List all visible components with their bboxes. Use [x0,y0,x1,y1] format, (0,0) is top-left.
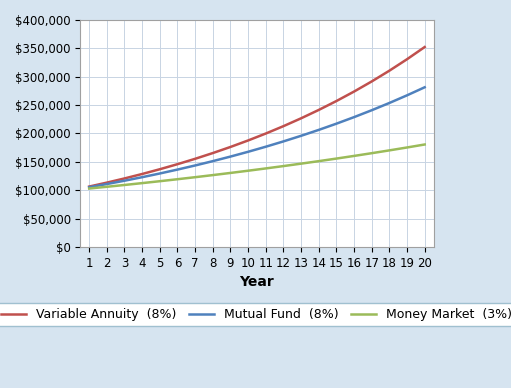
Money Market  (3%) [333,156,339,161]
Money Market  (3%) [386,148,392,153]
Line: Mutual Fund  (8%): Mutual Fund (8%) [89,87,425,187]
Variable Annuity  (8%) [174,162,180,166]
Mutual Fund  (8%) [139,175,145,180]
Mutual Fund  (8%) [333,121,339,126]
Mutual Fund  (8%) [316,128,322,132]
Variable Annuity  (8%) [157,167,163,171]
Mutual Fund  (8%) [104,182,110,186]
Mutual Fund  (8%) [210,159,216,163]
Mutual Fund  (8%) [386,100,392,105]
Money Market  (3%) [174,177,180,182]
Money Market  (3%) [281,164,287,168]
Variable Annuity  (8%) [192,156,198,161]
Line: Money Market  (3%): Money Market (3%) [89,144,425,189]
Money Market  (3%) [245,168,251,173]
Money Market  (3%) [122,183,128,187]
Variable Annuity  (8%) [368,79,375,84]
Variable Annuity  (8%) [333,99,339,103]
Money Market  (3%) [351,154,357,158]
Variable Annuity  (8%) [104,180,110,185]
Money Market  (3%) [157,179,163,184]
Money Market  (3%) [86,186,92,191]
Variable Annuity  (8%) [386,68,392,73]
Money Market  (3%) [227,171,234,175]
Variable Annuity  (8%) [298,116,304,121]
Mutual Fund  (8%) [298,133,304,138]
Variable Annuity  (8%) [263,131,269,136]
Mutual Fund  (8%) [404,93,410,98]
Money Market  (3%) [404,145,410,150]
Mutual Fund  (8%) [245,149,251,154]
Mutual Fund  (8%) [227,154,234,159]
Money Market  (3%) [192,175,198,180]
Mutual Fund  (8%) [263,144,269,149]
Line: Variable Annuity  (8%): Variable Annuity (8%) [89,47,425,187]
Variable Annuity  (8%) [122,176,128,181]
Mutual Fund  (8%) [422,85,428,90]
Money Market  (3%) [316,159,322,163]
Money Market  (3%) [422,142,428,147]
Variable Annuity  (8%) [86,184,92,189]
Mutual Fund  (8%) [86,185,92,190]
Money Market  (3%) [210,173,216,177]
Mutual Fund  (8%) [174,167,180,172]
X-axis label: Year: Year [240,275,274,289]
Mutual Fund  (8%) [122,178,128,183]
Variable Annuity  (8%) [210,151,216,156]
Variable Annuity  (8%) [227,145,234,149]
Variable Annuity  (8%) [404,57,410,62]
Mutual Fund  (8%) [157,171,163,176]
Legend: Variable Annuity  (8%), Mutual Fund  (8%), Money Market  (3%): Variable Annuity (8%), Mutual Fund (8%),… [0,303,511,326]
Money Market  (3%) [139,181,145,185]
Variable Annuity  (8%) [139,171,145,176]
Variable Annuity  (8%) [316,107,322,112]
Mutual Fund  (8%) [368,108,375,113]
Variable Annuity  (8%) [245,138,251,143]
Money Market  (3%) [298,161,304,166]
Mutual Fund  (8%) [192,163,198,168]
Money Market  (3%) [368,151,375,156]
Mutual Fund  (8%) [281,139,287,144]
Mutual Fund  (8%) [351,115,357,120]
Variable Annuity  (8%) [281,124,287,128]
Variable Annuity  (8%) [422,45,428,49]
Money Market  (3%) [104,184,110,189]
Money Market  (3%) [263,166,269,171]
Variable Annuity  (8%) [351,89,357,94]
